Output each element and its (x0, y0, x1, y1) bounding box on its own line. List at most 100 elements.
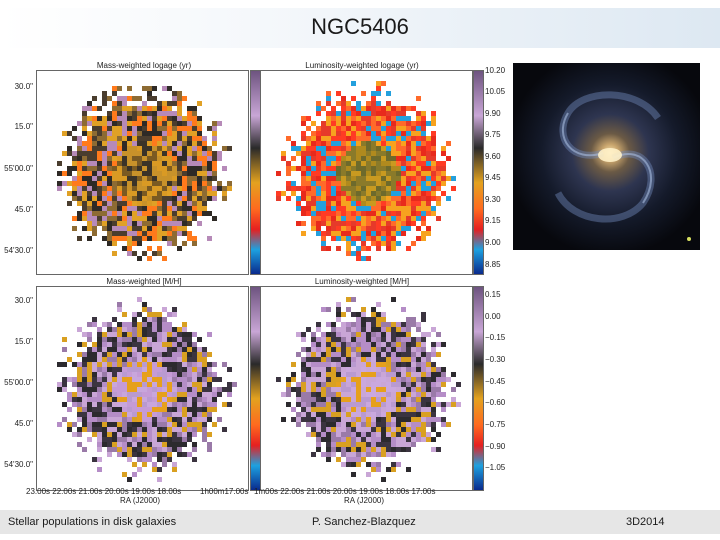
map-pixel (117, 397, 122, 402)
map-pixel (381, 422, 386, 427)
map-pixel (137, 372, 142, 377)
map-pixel (202, 166, 207, 171)
map-pixel (391, 216, 396, 221)
map-pixel (396, 447, 401, 452)
map-pixel (97, 201, 102, 206)
map-pixel (341, 407, 346, 412)
mh-tick: −0.45 (485, 377, 506, 386)
map-pixel (366, 452, 371, 457)
map-pixel (132, 472, 137, 477)
map-pixel (192, 171, 197, 176)
map-pixel (162, 101, 167, 106)
mh-tick: −0.90 (485, 442, 506, 451)
map-pixel (137, 121, 142, 126)
map-pixel (172, 241, 177, 246)
map-pixel (197, 372, 202, 377)
map-pixel (157, 342, 162, 347)
map-pixel (187, 377, 192, 382)
map-pixel (97, 136, 102, 141)
map-pixel (97, 116, 102, 121)
map-pixel (102, 101, 107, 106)
map-pixel (376, 367, 381, 372)
map-pixel (167, 86, 172, 91)
map-pixel (326, 91, 331, 96)
map-pixel (117, 447, 122, 452)
map-pixel (401, 417, 406, 422)
map-pixel (132, 422, 137, 427)
map-pixel (401, 427, 406, 432)
map-pixel (371, 181, 376, 186)
map-pixel (356, 367, 361, 372)
map-pixel (401, 136, 406, 141)
map-pixel (381, 477, 386, 482)
map-pixel (177, 176, 182, 181)
map-pixel (172, 166, 177, 171)
map-pixel (97, 126, 102, 131)
map-pixel (401, 387, 406, 392)
map-pixel (326, 186, 331, 191)
map-pixel (92, 357, 97, 362)
map-pixel (371, 121, 376, 126)
map-pixel (321, 402, 326, 407)
map-pixel (92, 166, 97, 171)
map-pixel (356, 397, 361, 402)
map-pixel (112, 211, 117, 216)
map-pixel (117, 382, 122, 387)
map-pixel (356, 106, 361, 111)
footer-event: 3D2014 (626, 516, 665, 528)
map-pixel (331, 327, 336, 332)
map-pixel (421, 412, 426, 417)
map-pixel (177, 191, 182, 196)
map-pixel (416, 352, 421, 357)
map-pixel (147, 347, 152, 352)
map-pixel (316, 427, 321, 432)
map-pixel (386, 206, 391, 211)
map-pixel (137, 146, 142, 151)
map-pixel (162, 86, 167, 91)
map-pixel (77, 121, 82, 126)
map-pixel (97, 141, 102, 146)
map-pixel (421, 141, 426, 146)
map-pixel (137, 407, 142, 412)
map-pixel (157, 442, 162, 447)
map-pixel (127, 126, 132, 131)
map-pixel (416, 146, 421, 151)
map-pixel (416, 337, 421, 342)
map-pixel (137, 156, 142, 161)
map-pixel (87, 156, 92, 161)
map-pixel (366, 161, 371, 166)
map-pixel (396, 422, 401, 427)
map-pixel (331, 146, 336, 151)
map-pixel (162, 206, 167, 211)
map-pixel (172, 101, 177, 106)
map-pixel (107, 241, 112, 246)
map-pixel (381, 141, 386, 146)
map-pixel (72, 196, 77, 201)
map-pixel (416, 181, 421, 186)
map-pixel (187, 141, 192, 146)
map-pixel (182, 377, 187, 382)
map-pixel (192, 236, 197, 241)
map-pixel (182, 116, 187, 121)
map-pixel (361, 141, 366, 146)
map-pixel (351, 402, 356, 407)
map-pixel (411, 146, 416, 151)
map-pixel (421, 372, 426, 377)
map-pixel (396, 397, 401, 402)
map-pixel (102, 211, 107, 216)
map-pixel (396, 432, 401, 437)
map-pixel (416, 111, 421, 116)
map-pixel (371, 216, 376, 221)
map-pixel (421, 337, 426, 342)
map-pixel (416, 407, 421, 412)
map-pixel (391, 422, 396, 427)
map-pixel (152, 422, 157, 427)
map-pixel (102, 151, 107, 156)
map-pixel (187, 206, 192, 211)
map-pixel (371, 392, 376, 397)
map-pixel (197, 337, 202, 342)
map-pixel (391, 352, 396, 357)
map-pixel (197, 151, 202, 156)
map-pixel (162, 327, 167, 332)
map-pixel (132, 201, 137, 206)
